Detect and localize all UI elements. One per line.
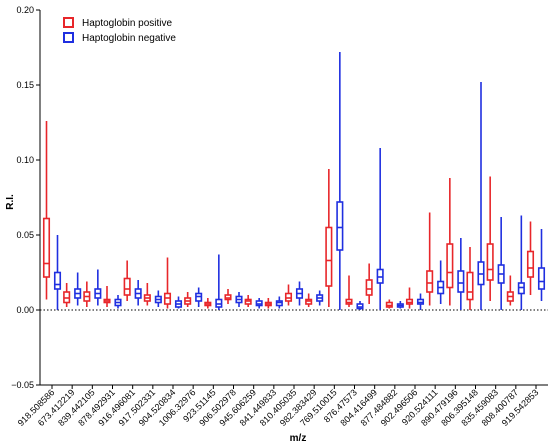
box-positive-3 xyxy=(103,286,111,307)
box-negative-19 xyxy=(437,260,445,304)
box-positive-2 xyxy=(83,281,91,307)
x-axis-title: m/z xyxy=(290,433,307,444)
box-positive-6 xyxy=(163,257,172,309)
box-iqr xyxy=(537,267,546,290)
box-negative-18 xyxy=(416,293,425,310)
box-iqr xyxy=(446,243,454,289)
y-tick-label: 0.00 xyxy=(16,305,34,315)
box-iqr xyxy=(526,250,535,278)
y-tick-label: 0.20 xyxy=(16,5,34,15)
box-positive-23 xyxy=(506,275,514,306)
box-iqr xyxy=(457,270,465,293)
box-negative-14 xyxy=(336,52,344,310)
box-positive-11 xyxy=(264,298,272,309)
box-negative-13 xyxy=(316,290,324,306)
box-negative-7 xyxy=(195,287,203,307)
y-axis: 0.20 0.15 0.10 0.05 0.00 −0.05 xyxy=(11,5,548,390)
box-positive-8 xyxy=(204,298,212,309)
box-negative-23 xyxy=(517,215,525,310)
box-negative-3 xyxy=(114,295,122,309)
box-negative-6 xyxy=(174,296,183,309)
box-iqr xyxy=(53,271,62,290)
box-negative-0 xyxy=(53,235,62,310)
box-positive-5 xyxy=(143,283,151,306)
box-negative-17 xyxy=(396,301,404,309)
legend-label-negative: Haptoglobin negative xyxy=(82,33,176,44)
legend-swatch-positive xyxy=(63,17,74,28)
y-tick-label: 0.10 xyxy=(16,155,34,165)
box-iqr xyxy=(426,270,434,293)
box-positive-24 xyxy=(526,221,535,295)
box-iqr xyxy=(325,226,333,287)
legend: Haptoglobin positive Haptoglobin negativ… xyxy=(63,17,176,44)
box-positive-21 xyxy=(466,247,474,310)
box-positive-22 xyxy=(486,176,494,301)
box-negative-24 xyxy=(537,229,546,301)
box-iqr xyxy=(123,277,131,296)
box-positive-9 xyxy=(224,289,232,304)
x-axis: 918.508586673.412219839.442105878.492931… xyxy=(16,384,548,428)
box-iqr xyxy=(42,217,51,278)
y-tick-label: 0.15 xyxy=(16,80,34,90)
box-positive-7 xyxy=(184,292,192,307)
box-negative-8 xyxy=(215,254,223,310)
box-iqr xyxy=(365,279,373,296)
box-negative-15 xyxy=(356,301,364,310)
box-positive-19 xyxy=(426,212,434,306)
box-negative-5 xyxy=(154,290,162,307)
y-axis-title: R.I. xyxy=(5,194,16,210)
box-negative-4 xyxy=(134,280,142,306)
box-negative-1 xyxy=(74,272,82,306)
box-negative-11 xyxy=(275,296,283,309)
box-iqr xyxy=(466,271,474,301)
legend-label-positive: Haptoglobin positive xyxy=(82,18,172,29)
legend-swatch-negative xyxy=(63,32,74,43)
boxes-layer xyxy=(42,52,546,310)
box-negative-10 xyxy=(255,298,263,309)
box-negative-9 xyxy=(235,292,243,307)
box-positive-17 xyxy=(385,299,393,309)
box-positive-15 xyxy=(345,275,353,307)
box-positive-14 xyxy=(325,169,333,307)
box-negative-12 xyxy=(295,281,304,306)
box-negative-20 xyxy=(457,238,465,310)
box-positive-4 xyxy=(123,260,131,301)
box-negative-16 xyxy=(376,148,384,310)
y-tick-label: 0.05 xyxy=(16,230,34,240)
box-positive-20 xyxy=(446,178,454,306)
box-negative-22 xyxy=(497,217,505,310)
box-iqr xyxy=(486,243,494,281)
box-positive-12 xyxy=(284,284,293,306)
box-positive-13 xyxy=(305,293,313,307)
box-positive-18 xyxy=(405,287,414,309)
box-positive-10 xyxy=(244,295,252,307)
box-iqr xyxy=(336,201,344,251)
box-positive-0 xyxy=(42,121,51,300)
box-positive-1 xyxy=(63,283,71,307)
y-tick-label: −0.05 xyxy=(11,380,34,390)
box-positive-16 xyxy=(365,263,373,304)
box-negative-2 xyxy=(94,269,102,306)
box-negative-21 xyxy=(477,82,485,310)
